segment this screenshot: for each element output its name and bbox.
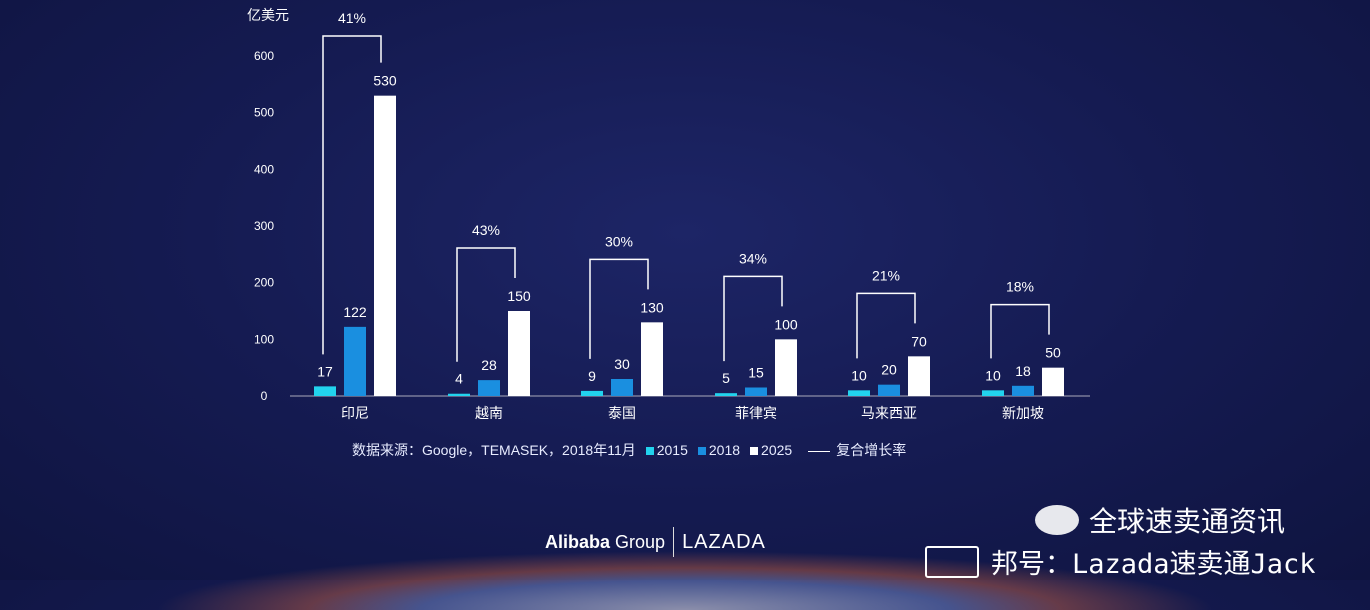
data-label: 10 [985,367,1001,383]
bar-2018 [611,379,633,396]
bar-2025 [374,95,396,397]
bar-2025 [641,322,663,396]
bar-2025 [908,356,930,396]
bar-2015 [581,390,603,396]
bar-2015 [314,386,336,396]
y-axis-label: 亿美元 [247,7,289,23]
bar-2025 [508,311,530,396]
data-label: 5 [722,370,730,386]
y-tick-label: 400 [254,162,274,176]
lazada-logo: LAZADA [682,530,766,553]
x-tick-label: 新加坡 [1002,405,1044,421]
bar-2018 [878,384,900,396]
y-tick-label: 600 [254,49,274,63]
cagr-bracket [856,292,916,359]
watermark-account: 邦号：Lazada速卖通Jack [925,542,1316,581]
account-icon [925,545,979,578]
bar-2018 [344,326,366,396]
bar-2025 [1042,367,1064,396]
legend-2018: 2018 [697,442,740,458]
data-label: 30 [614,356,630,372]
data-label: 18 [1015,363,1031,379]
legend-2025: 2025 [750,442,792,458]
y-tick-label: 500 [254,106,274,120]
watermark-title: 全球速卖通资讯 [1035,500,1285,540]
y-tick-label: 100 [254,332,274,346]
bar-2025 [775,339,797,396]
bar-chart: 亿美元0100200300400500600印尼1712253041%越南428… [247,7,1090,421]
bar-2018 [745,387,767,396]
cagr-label: 21% [872,267,900,283]
wechat-icon [1035,505,1079,535]
y-tick-label: 300 [254,219,274,233]
cagr-bracket [589,258,649,359]
y-tick-label: 0 [261,389,268,403]
data-label: 9 [588,368,596,384]
bar-2015 [848,390,870,396]
cagr-bracket [456,247,516,362]
data-label: 150 [507,288,531,304]
alibaba-group-logo: Alibaba Group [545,531,666,552]
cagr-label: 41% [338,10,366,26]
data-label: 28 [481,357,497,373]
data-label: 50 [1045,345,1061,361]
bar-2015 [448,393,470,396]
data-label: 20 [881,362,897,378]
bar-2015 [715,393,737,396]
legend: 数据来源：Google，TEMASEK，2018年11月 2015 2018 2… [352,440,906,460]
x-tick-label: 菲律宾 [735,405,777,421]
legend-2015: 2015 [645,442,688,458]
data-label: 4 [455,371,463,387]
bar-2015 [982,390,1004,396]
x-tick-label: 印尼 [341,405,369,421]
logo-divider [673,527,675,557]
bar-2018 [478,380,500,396]
x-tick-label: 泰国 [608,405,636,421]
data-label: 15 [748,365,764,381]
cagr-label: 43% [472,222,500,238]
data-label: 122 [343,304,367,320]
x-tick-label: 越南 [475,405,503,421]
logos: Alibaba Group LAZADA [545,527,766,557]
data-label: 100 [774,316,798,332]
y-tick-label: 200 [254,276,274,290]
data-label: 70 [911,333,927,349]
data-label: 530 [373,73,397,89]
cagr-bracket [990,303,1050,359]
legend-cagr: 复合增长率 [802,440,906,460]
cagr-label: 30% [605,233,633,249]
data-label: 10 [851,367,867,383]
cagr-bracket [322,35,382,355]
cagr-label: 18% [1006,279,1034,295]
data-label: 130 [640,299,664,315]
cagr-label: 34% [739,250,767,266]
data-label: 17 [317,363,333,379]
source-note: 数据来源：Google，TEMASEK，2018年11月 [352,442,636,458]
cagr-bracket [723,275,783,362]
x-tick-label: 马来西亚 [861,405,917,421]
bar-2018 [1012,385,1034,396]
